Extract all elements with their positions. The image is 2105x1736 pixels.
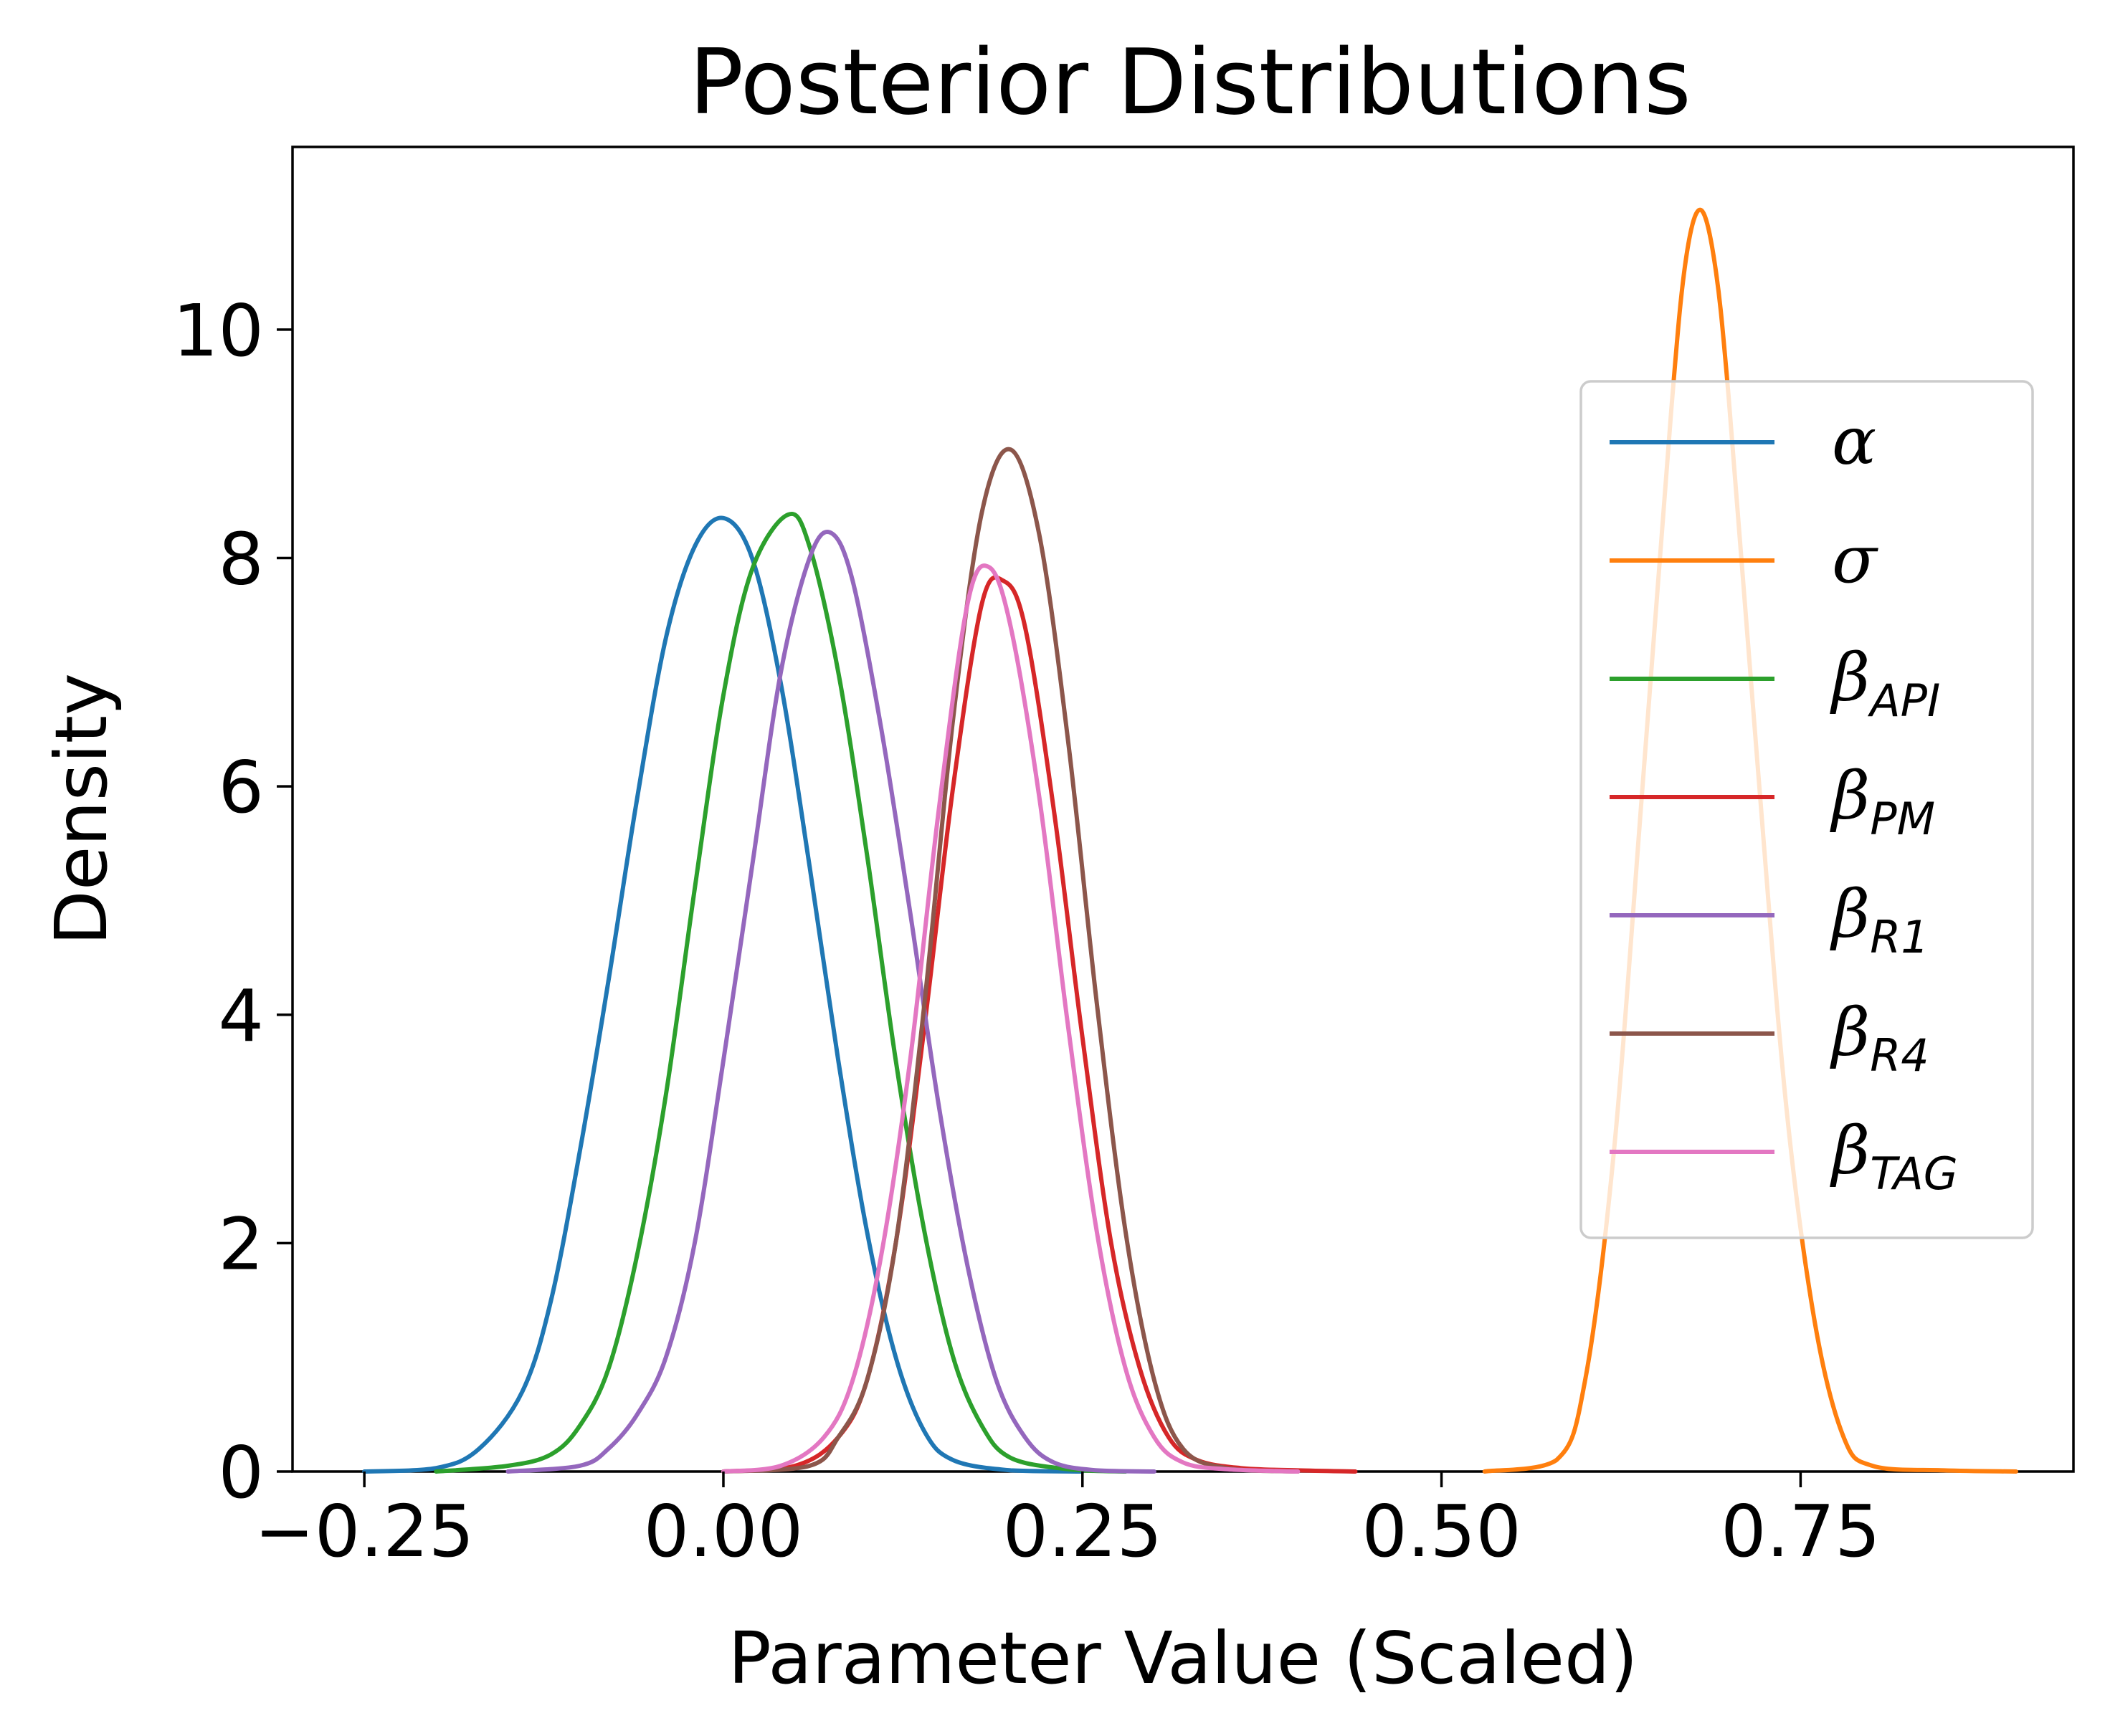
- series-line-beta-r1: [505, 530, 1156, 1474]
- y-tick-label: 0: [218, 1431, 264, 1515]
- y-tick-label: 6: [218, 745, 264, 829]
- legend-box: [1579, 380, 2034, 1239]
- x-tick-label: −0.25: [255, 1489, 474, 1573]
- y-tick-label: 2: [218, 1202, 264, 1286]
- legend: ασ βAPI βPM βR1 βR4 βTAG: [1579, 380, 2034, 1239]
- series-line-beta-r4: [721, 447, 1301, 1474]
- legend-entry: βAPI: [1830, 639, 1940, 727]
- legend-entry: βPM: [1830, 758, 1935, 845]
- y-axis-ticks: 0 2 4 6 8 10: [173, 289, 293, 1515]
- x-tick-label: 0.00: [644, 1489, 804, 1573]
- series-line-beta-tag: [721, 563, 1301, 1474]
- y-tick-label: 4: [218, 974, 264, 1058]
- y-tick-label: 10: [173, 289, 264, 373]
- y-tick-label: 8: [218, 518, 264, 601]
- series-line-alpha: [362, 515, 1085, 1474]
- x-tick-label: 0.75: [1721, 1489, 1881, 1573]
- legend-entry: βR1: [1830, 876, 1929, 963]
- x-tick-label: 0.50: [1362, 1489, 1521, 1573]
- x-axis-ticks: −0.25 0.00 0.25 0.50 0.75: [255, 1472, 1881, 1573]
- legend-entry: σ: [1832, 521, 1878, 598]
- plot-frame: [291, 146, 2075, 1473]
- series-line-beta-pm: [721, 575, 1358, 1474]
- x-tick-label: 0.25: [1002, 1489, 1162, 1573]
- y-axis-label: Density: [39, 673, 123, 945]
- series-line-beta-api: [434, 511, 1128, 1474]
- x-axis-label: Parameter Value (Scaled): [728, 1616, 1638, 1700]
- chart-title: Posterior Distributions: [689, 29, 1691, 135]
- legend-entry: βTAG: [1830, 1112, 1958, 1200]
- legend-entry: βR4: [1830, 994, 1929, 1082]
- legend-entry: α: [1832, 403, 1876, 480]
